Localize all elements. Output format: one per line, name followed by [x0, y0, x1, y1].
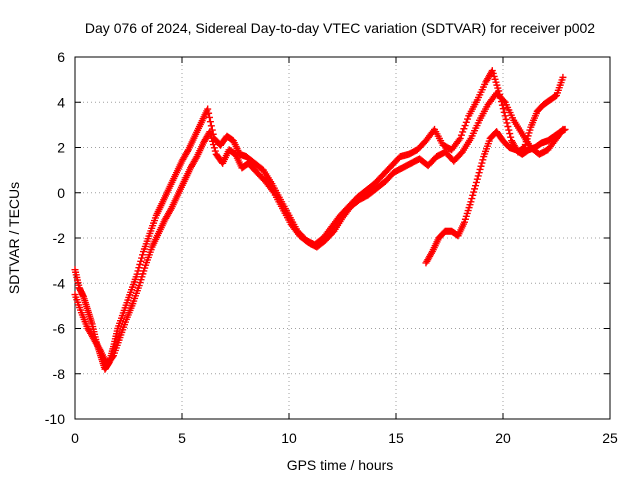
data-point: [455, 136, 463, 144]
data-point: [469, 191, 477, 199]
data-point: [210, 144, 218, 152]
data-point: [468, 195, 476, 203]
data-series: [71, 67, 567, 373]
data-point: [559, 73, 567, 81]
y-tick-label: 4: [57, 94, 65, 110]
data-point: [464, 115, 472, 123]
y-axis-label: SDTVAR / TECUs: [6, 182, 22, 294]
data-point: [505, 126, 513, 134]
data-point: [461, 122, 469, 130]
data-point: [137, 257, 145, 265]
data-point: [211, 147, 219, 155]
x-tick-label: 20: [495, 430, 511, 446]
data-point: [471, 185, 479, 193]
x-tick-label: 15: [388, 430, 404, 446]
data-point: [96, 346, 104, 354]
data-series: [71, 89, 567, 369]
y-tick-label: -6: [53, 321, 66, 337]
data-point: [474, 172, 482, 180]
x-axis-label: GPS time / hours: [287, 457, 394, 473]
data-point: [209, 141, 217, 149]
y-tick-label: 2: [57, 140, 65, 156]
y-tick-label: -10: [45, 411, 65, 427]
data-point: [472, 178, 480, 186]
data-point: [184, 147, 192, 155]
x-tick-label: 25: [602, 430, 618, 446]
data-point: [499, 105, 507, 113]
data-point: [138, 254, 146, 262]
data-point: [207, 122, 215, 130]
data-point: [502, 115, 510, 123]
data-point: [476, 165, 484, 173]
data-point: [470, 188, 478, 196]
data-point: [501, 112, 509, 120]
data-point: [206, 118, 214, 126]
data-point: [479, 156, 487, 164]
data-point: [192, 154, 200, 162]
data-point: [427, 249, 435, 257]
chart-title: Day 076 of 2024, Sidereal Day-to-day VTE…: [85, 20, 595, 36]
data-point: [209, 137, 217, 145]
data-point: [506, 130, 514, 138]
y-tick-label: -4: [53, 275, 66, 291]
data-layer: [71, 67, 569, 373]
data-point: [477, 162, 485, 170]
data-point: [204, 105, 212, 113]
x-tick-label: 0: [71, 430, 79, 446]
data-point: [561, 125, 569, 133]
data-point: [475, 169, 483, 177]
data-point: [459, 128, 467, 136]
y-tick-label: 0: [57, 185, 65, 201]
data-point: [467, 198, 475, 206]
data-point: [462, 118, 470, 126]
data-point: [139, 251, 147, 259]
y-tick-label: -2: [53, 230, 66, 246]
data-point: [507, 133, 515, 141]
data-point: [206, 113, 214, 121]
data-series: [422, 125, 569, 267]
data-point: [471, 182, 479, 190]
data-point: [473, 175, 481, 183]
y-tick-label: 6: [57, 49, 65, 65]
data-point: [109, 353, 117, 361]
data-point: [478, 159, 486, 167]
data-point: [208, 134, 216, 142]
data-point: [166, 206, 174, 214]
data-point: [500, 97, 508, 105]
x-tick-label: 5: [178, 430, 186, 446]
data-point: [503, 119, 511, 127]
data-point: [504, 122, 512, 130]
data-point: [269, 187, 277, 195]
grid: [75, 57, 610, 419]
data-point: [207, 131, 215, 139]
data-point: [460, 125, 468, 133]
data-point: [205, 109, 213, 117]
data-point: [206, 128, 214, 136]
data-point: [456, 134, 464, 142]
x-tick-label: 10: [281, 430, 297, 446]
y-tick-label: -8: [53, 366, 66, 382]
data-point: [457, 131, 465, 139]
